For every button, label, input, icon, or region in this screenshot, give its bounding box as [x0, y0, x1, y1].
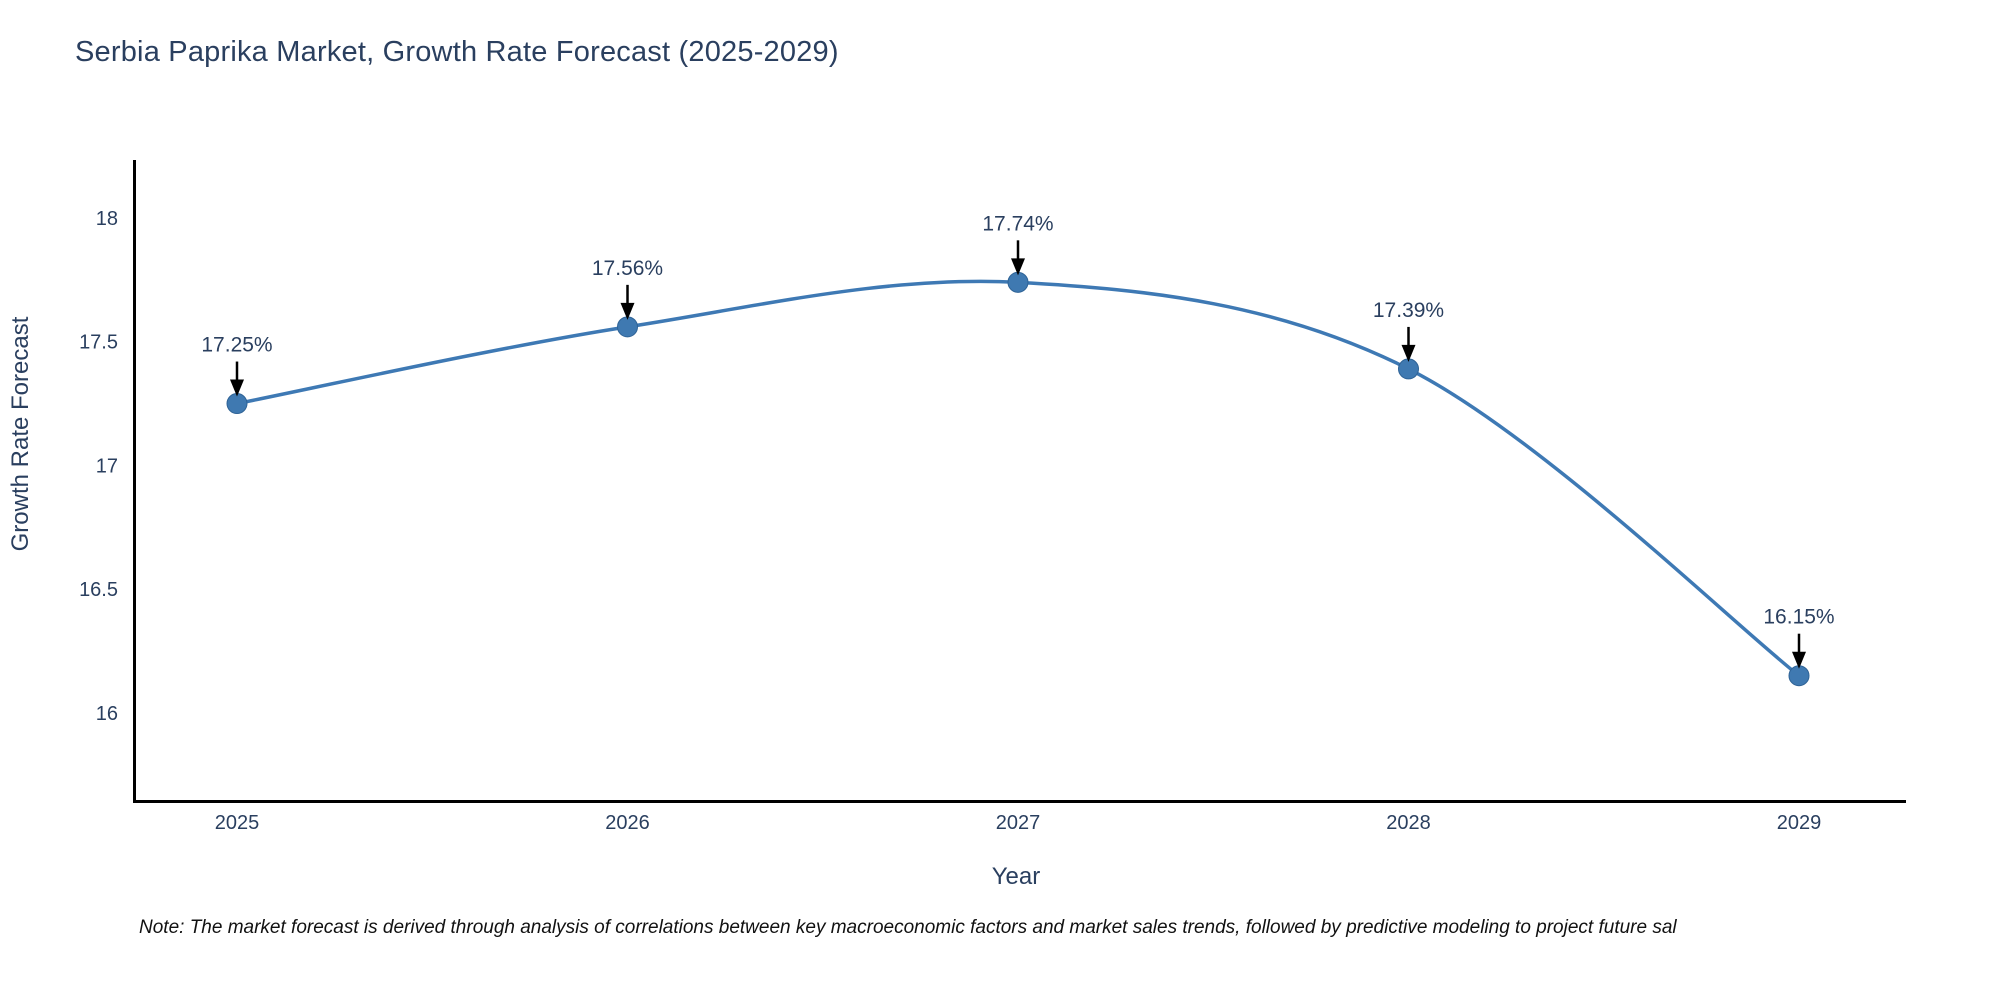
x-tick-label: 2029	[1777, 812, 1822, 834]
annotation-arrowhead	[230, 379, 244, 397]
x-tick-label: 2026	[605, 812, 650, 834]
y-axis-title: Growth Rate Forecast	[7, 316, 34, 551]
x-tick-label: 2027	[996, 812, 1041, 834]
y-tick-labels: 16 16.5 17 17.5 18	[79, 208, 118, 725]
footnote: Note: The market forecast is derived thr…	[139, 917, 1677, 938]
point-annotation: 16.15%	[1763, 606, 1835, 669]
x-tick-labels: 2025 2026 2027 2028 2029	[215, 812, 1822, 834]
y-tick-label: 16	[96, 703, 118, 725]
annotation-arrowhead	[1401, 344, 1416, 362]
y-tick-label: 16.5	[79, 579, 118, 601]
y-tick-label: 17.5	[79, 332, 118, 354]
y-tick-label: 18	[96, 208, 118, 230]
x-axis-title: Year	[992, 863, 1041, 890]
annotation-label: 17.56%	[592, 257, 663, 280]
x-tick-label: 2028	[1386, 812, 1431, 834]
point-annotation: 17.39%	[1373, 299, 1444, 362]
axis-lines	[133, 160, 1906, 803]
annotation-arrowhead	[620, 302, 635, 320]
annotation-arrowhead	[1792, 651, 1806, 669]
point-annotation: 17.25%	[201, 334, 273, 397]
annotation-label: 17.25%	[201, 334, 272, 357]
chart-title: Serbia Paprika Market, Growth Rate Forec…	[75, 36, 839, 68]
y-tick-label: 17	[96, 455, 118, 477]
point-annotation: 17.74%	[982, 212, 1054, 276]
trend-line	[235, 279, 1801, 678]
data-points	[226, 271, 1810, 687]
annotation-label: 17.39%	[1373, 299, 1444, 322]
annotation-arrowhead	[1011, 258, 1025, 276]
x-tick-label: 2025	[215, 812, 260, 834]
annotation-label: 16.15%	[1763, 606, 1834, 629]
annotation-label: 17.74%	[982, 212, 1053, 235]
point-annotations: 17.25% 17.56% 17.74% 17.39% 16.15%	[201, 212, 1835, 669]
point-annotation: 17.56%	[592, 257, 663, 320]
